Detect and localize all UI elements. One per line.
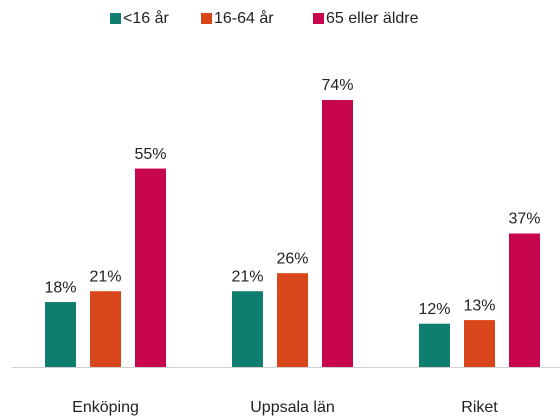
bar bbox=[509, 233, 540, 367]
value-label: 74% bbox=[321, 77, 353, 94]
bar bbox=[464, 320, 495, 367]
bar bbox=[45, 302, 76, 367]
legend-swatch bbox=[201, 13, 212, 24]
x-tick-label: Riket bbox=[461, 399, 498, 416]
value-label: 13% bbox=[463, 297, 495, 314]
bar bbox=[322, 100, 353, 367]
legend-label: <16 år bbox=[123, 9, 169, 27]
value-label: 18% bbox=[44, 279, 76, 296]
value-label: 12% bbox=[418, 301, 450, 318]
legend-swatch bbox=[313, 13, 324, 24]
value-label: 21% bbox=[89, 268, 121, 285]
value-label: 37% bbox=[508, 211, 540, 228]
legend-swatch bbox=[110, 13, 121, 24]
value-label: 21% bbox=[231, 268, 263, 285]
x-tick-label: Enköping bbox=[72, 399, 139, 416]
legend-label: 65 eller äldre bbox=[326, 10, 419, 27]
x-tick-label: Uppsala län bbox=[250, 399, 335, 416]
bar bbox=[135, 168, 166, 367]
bar bbox=[419, 323, 450, 367]
legend-label: 16-64 år bbox=[214, 9, 274, 27]
value-label: 26% bbox=[276, 250, 308, 267]
bar bbox=[232, 291, 263, 367]
value-label: 55% bbox=[134, 146, 166, 163]
bar bbox=[277, 273, 308, 367]
bar bbox=[90, 291, 121, 367]
